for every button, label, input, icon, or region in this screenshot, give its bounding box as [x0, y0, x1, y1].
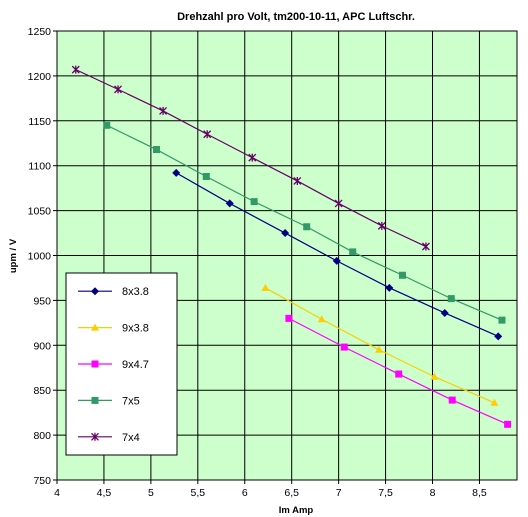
legend-item: 8x3.8 [78, 286, 149, 298]
legend-item: 7x5 [78, 395, 140, 407]
data-point [447, 295, 455, 303]
y-tick-label: 850 [33, 385, 51, 397]
x-axis-title: Im Amp [279, 505, 314, 516]
data-point [159, 106, 168, 115]
data-point [203, 130, 212, 139]
legend-label: 7x4 [122, 432, 140, 444]
data-point [430, 372, 439, 380]
x-tick-label: 8,5 [472, 487, 487, 499]
x-tick-label: 4,5 [97, 487, 112, 499]
data-point [490, 398, 499, 406]
y-tick-label: 1200 [28, 71, 52, 83]
data-point [114, 85, 122, 94]
data-point [494, 332, 503, 341]
y-axis-title: upm / V [8, 238, 19, 273]
y-tick-label: 1150 [28, 116, 51, 128]
data-point [103, 121, 111, 129]
data-point [448, 396, 456, 404]
y-tick-label: 800 [33, 430, 51, 442]
y-tick-label: 950 [33, 295, 51, 307]
data-point [317, 315, 326, 323]
legend-marker [91, 323, 99, 331]
data-point [340, 343, 348, 351]
data-point [225, 199, 234, 208]
chart-title: Drehzahl pro Volt, tm200-10-11, APC Luft… [177, 11, 415, 23]
data-point [293, 176, 302, 185]
x-tick-label: 8 [430, 487, 436, 499]
x-tick-label: 7,5 [378, 487, 393, 499]
legend: 8x3.8 9x3.8 9x4.7 7x5 7x4 [65, 272, 178, 456]
x-tick-label: 7 [336, 487, 342, 499]
legend-label: 7x5 [122, 395, 140, 407]
data-point [250, 198, 258, 206]
data-point [71, 65, 80, 74]
data-point [440, 308, 449, 317]
x-tick-label: 6 [242, 487, 248, 499]
data-point [498, 316, 506, 324]
data-point [248, 153, 257, 162]
data-point [395, 370, 403, 378]
x-tick-label: 5,5 [191, 487, 206, 499]
x-tick-label: 6,5 [284, 487, 299, 499]
data-point [385, 283, 394, 292]
y-tick-label: 1250 [28, 26, 52, 38]
legend-label: 9x3.8 [122, 323, 149, 335]
y-tick-label: 1100 [28, 161, 51, 173]
data-point [421, 242, 430, 251]
series-1 [261, 283, 499, 406]
series-3 [103, 121, 506, 324]
legend-item: 7x4 [78, 432, 140, 444]
data-point [281, 229, 290, 238]
y-tick-label: 1050 [28, 206, 52, 218]
series-2 [285, 314, 512, 428]
x-tick-label: 5 [148, 487, 154, 499]
data-point [332, 256, 341, 265]
data-point [303, 223, 311, 231]
data-point [285, 314, 293, 322]
data-point [202, 172, 210, 180]
legend-marker [91, 396, 99, 404]
data-point [172, 168, 181, 177]
legend-label: 9x4.7 [122, 359, 149, 371]
y-tick-label: 900 [33, 340, 51, 352]
data-point [504, 420, 512, 428]
data-point [375, 345, 383, 353]
legend-label: 8x3.8 [122, 286, 149, 298]
legend-marker [91, 287, 99, 296]
series-4 [71, 65, 430, 251]
legend-marker [91, 360, 99, 368]
series-0 [172, 168, 503, 341]
data-point [153, 146, 161, 154]
x-tick-label: 4 [54, 487, 60, 499]
legend-item: 9x4.7 [78, 359, 149, 371]
legend-item: 9x3.8 [78, 323, 149, 335]
legend-marker [91, 432, 99, 441]
data-point [398, 271, 406, 279]
data-point [377, 221, 386, 230]
y-tick-label: 1000 [28, 251, 52, 263]
y-tick-label: 750 [33, 475, 51, 487]
data-point [261, 283, 270, 291]
data-point [349, 248, 357, 256]
data-point [334, 199, 343, 208]
